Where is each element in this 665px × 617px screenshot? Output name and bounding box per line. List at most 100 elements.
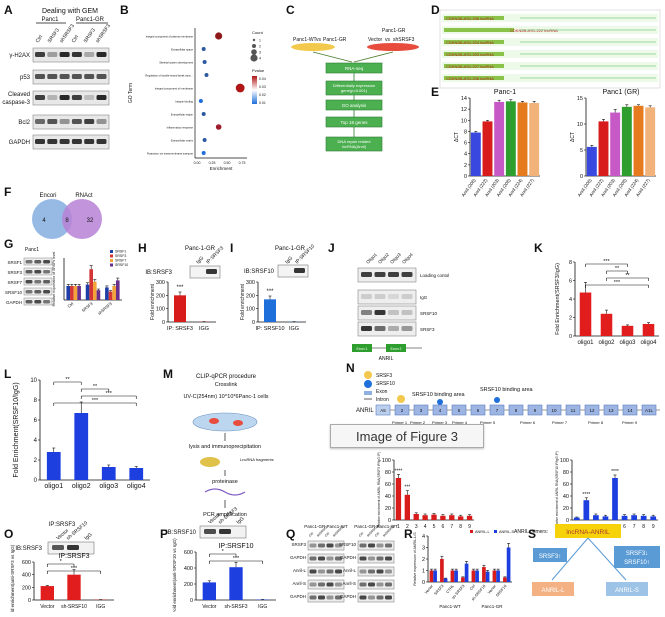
legend-swatch <box>110 264 113 267</box>
panel-letter: J <box>328 241 335 255</box>
y-tick-label: 600 <box>184 550 193 556</box>
rna-fragment-icon <box>205 489 245 495</box>
bar <box>643 324 655 336</box>
blot-band <box>47 74 57 79</box>
y-tick-label: 8 <box>34 398 38 404</box>
row-label: SRSF1 <box>7 260 22 265</box>
exon-label: 10 <box>551 408 557 413</box>
blot-band <box>377 544 384 548</box>
blot-band <box>375 310 386 315</box>
node-label: ANRIL-L <box>541 588 565 594</box>
category-label: 4 <box>424 524 427 530</box>
y-tick-label: 0 <box>464 174 467 180</box>
bar <box>622 516 628 520</box>
y-tick-label: 0 <box>162 320 165 326</box>
transcript-label: CDKN2B-AS1-224 lncRNA <box>446 40 494 45</box>
bar <box>440 516 445 520</box>
blot-band <box>360 570 367 574</box>
bar <box>77 286 81 300</box>
blot-band <box>26 290 33 294</box>
row-label: GAPDH <box>9 140 30 146</box>
blot-band <box>375 294 386 299</box>
blot-band <box>375 326 386 331</box>
bar <box>601 314 613 336</box>
venn-label: RNAct <box>75 193 93 199</box>
legend-label: Intron <box>376 397 389 403</box>
bar <box>518 102 528 176</box>
row-label: Anril-S <box>342 581 356 586</box>
row-label: GAPDH <box>340 555 356 560</box>
blot-band <box>361 310 372 315</box>
blot-band <box>34 260 41 264</box>
y-tick-label: 200 <box>22 585 31 591</box>
exon-label: 11 <box>571 408 576 413</box>
lane-label: Ctrl <box>374 531 381 538</box>
transcript-label: CDKN2B-AS1-222 lncRNA <box>510 28 558 33</box>
y-tick-label: 400 <box>184 566 193 572</box>
significance-label: *** <box>92 398 99 404</box>
y-tick-label: 0 <box>34 478 38 484</box>
significance-label: *** <box>233 556 240 562</box>
y-axis-label: Fold Enrichment(SRSF3/IgG) <box>555 263 561 335</box>
bar <box>67 575 80 600</box>
y-tick-label: 8 <box>569 260 572 266</box>
category-label: Vector <box>40 604 55 610</box>
y-tick-label: 15 <box>577 96 583 102</box>
blot-band <box>84 119 94 124</box>
bar <box>507 548 511 583</box>
go-term-label: Extracellular region <box>171 113 194 117</box>
significance-label: *** <box>404 485 410 491</box>
category-label: sh-SRSF10 <box>61 604 87 610</box>
panel-title: Dealing with GEM <box>42 8 98 15</box>
blot-band <box>219 529 231 534</box>
y-tick-label: 20 <box>385 506 391 512</box>
blot-band <box>377 570 384 574</box>
legend-label: 0.01 <box>259 101 266 105</box>
y-axis-label: Fold Enrichment(SRSF10/IgG) <box>13 382 20 477</box>
blot-band <box>327 570 334 574</box>
category-label: 7 <box>450 524 453 530</box>
legend-label: 1 <box>259 39 261 43</box>
blot-band <box>360 596 367 600</box>
blot-band <box>361 272 372 277</box>
bar <box>631 515 637 520</box>
bar <box>467 516 472 520</box>
row-label: Loading contol <box>420 273 449 278</box>
blot-band <box>72 95 82 100</box>
row-label: SRSF3 <box>291 542 306 547</box>
panel-title: Panc-1-GR <box>275 246 306 252</box>
panel-letter: C <box>286 3 295 17</box>
node-label: ANRIL-S <box>615 588 639 594</box>
bar <box>74 286 78 300</box>
category-label: IP: SRSF3 <box>167 326 193 332</box>
blot-band <box>97 74 107 79</box>
blot-band <box>43 300 50 304</box>
panel-letter: N <box>346 361 355 375</box>
blot-band <box>60 139 70 144</box>
legend-label: SRSF3 <box>376 373 392 379</box>
y-axis-label: Fold enrichment <box>240 283 246 319</box>
blot-band <box>60 74 70 79</box>
category-label: 8 <box>459 524 462 530</box>
y-tick-label: 2 <box>34 458 38 464</box>
x-axis-label: Enrichment <box>210 166 234 171</box>
significance-label: *** <box>603 259 610 265</box>
bar <box>431 515 436 520</box>
y-axis-label: Fold enrichment <box>150 283 156 319</box>
row-label: SRSF3 <box>420 327 435 332</box>
category-label: 5 <box>433 524 436 530</box>
y-tick-label: 80 <box>563 470 569 476</box>
bar <box>174 295 186 322</box>
go-term-label: Potassium ion transmembrane transport <box>147 152 193 156</box>
blot-band <box>335 583 342 587</box>
binding-area-label: SRSF10 binding area <box>412 392 466 398</box>
x-tick-label: 0.00 <box>194 161 201 165</box>
y-tick-label: 20 <box>563 506 569 512</box>
y-axis-label: ΔCT <box>454 132 460 142</box>
panel-letter: Q <box>286 527 295 541</box>
category-label: oligo2 <box>598 340 615 346</box>
category-label: Vector <box>202 604 217 610</box>
legend-swatch <box>110 255 113 258</box>
go-dot <box>202 47 206 51</box>
blot-band <box>84 52 94 57</box>
